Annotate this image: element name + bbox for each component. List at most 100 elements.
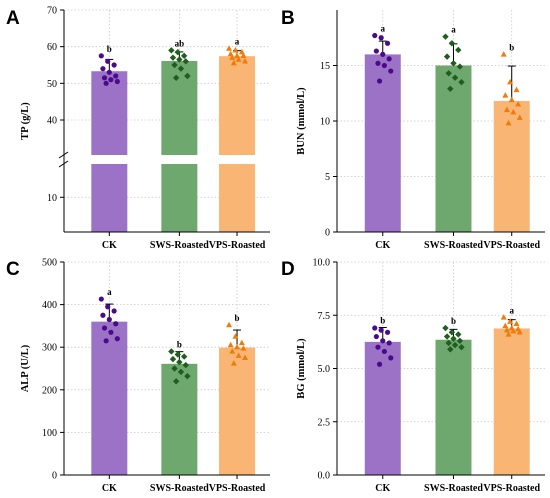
y-axis-title: BUN (mmol/L): [296, 87, 307, 155]
significance-label: b: [380, 315, 385, 325]
data-point: [375, 60, 381, 66]
data-point: [108, 329, 114, 335]
x-tick-label: SWS-Roasted: [150, 483, 209, 494]
data-point: [171, 365, 178, 372]
x-tick-label: CK: [102, 240, 117, 251]
data-point: [381, 62, 387, 69]
x-tick-label: VPS-Roasted: [483, 240, 540, 251]
significance-label: ab: [175, 38, 185, 48]
data-point: [242, 354, 249, 361]
x-tick-label: SWS-Roasted: [150, 240, 209, 251]
data-point: [176, 56, 183, 63]
data-point: [502, 92, 509, 98]
significance-label: a: [235, 37, 240, 47]
y-tick-label: 7.5: [318, 311, 331, 322]
panel-letter: B: [281, 8, 295, 29]
y-tick-label: 300: [42, 343, 57, 354]
data-point: [442, 324, 449, 332]
data-point: [456, 337, 464, 345]
data-point: [373, 333, 379, 340]
y-tick-label: 70: [47, 6, 57, 17]
data-point: [381, 348, 387, 355]
y-tick-label: 2.5: [318, 417, 331, 428]
significance-label: b: [177, 339, 182, 349]
significance-label: a: [451, 25, 456, 35]
data-point: [508, 96, 515, 103]
y-tick-label: 10.0: [313, 258, 331, 269]
data-point: [174, 48, 181, 56]
data-point: [240, 345, 247, 351]
x-tick-label: VPS-Roasted: [209, 240, 266, 251]
data-point: [443, 53, 451, 60]
y-tick-label: 5.0: [318, 364, 331, 375]
data-point: [226, 321, 233, 328]
y-tick-label: 0: [325, 228, 330, 239]
y-tick-label: 400: [42, 300, 57, 311]
data-point: [386, 56, 392, 62]
y-tick-label: 5: [325, 172, 330, 183]
data-point: [106, 69, 112, 75]
data-point: [226, 45, 233, 51]
data-point: [169, 54, 177, 61]
data-point: [378, 327, 384, 333]
y-tick-label: 10: [320, 117, 330, 128]
data-point: [500, 51, 507, 57]
data-point: [372, 325, 378, 331]
data-point: [448, 329, 456, 336]
data-point: [455, 331, 462, 338]
data-point: [376, 361, 383, 367]
data-point: [503, 326, 510, 333]
data-point: [451, 74, 459, 81]
panel-c: a b b 0 100 200 300 400 500 CK SWS-Roasted VPS-Roas…: [6, 258, 270, 494]
bar: [219, 347, 256, 475]
data-point: [103, 338, 109, 344]
significance-label: b: [107, 44, 112, 54]
bar: [91, 71, 128, 232]
data-point: [235, 352, 242, 358]
data-point: [505, 119, 512, 126]
data-point: [105, 304, 111, 310]
bar: [91, 321, 128, 475]
x-tick-label: CK: [102, 483, 117, 494]
data-point: [388, 68, 394, 74]
panel-a: b ab a 10 40 50 60 70 CK SWS-Roasted VPS-Roasted TP…: [6, 6, 270, 251]
y-tick-label: 500: [42, 258, 57, 269]
data-point: [168, 348, 175, 355]
x-tick-label: CK: [375, 483, 390, 494]
data-point: [445, 339, 452, 347]
x-tick-label: CK: [375, 240, 390, 251]
bar: [435, 65, 472, 232]
data-point: [106, 316, 112, 323]
data-point: [174, 351, 181, 358]
data-point: [503, 106, 510, 113]
y-tick-label: 40: [47, 116, 57, 127]
data-point: [513, 86, 520, 93]
bar: [364, 54, 401, 233]
panel-letter: A: [6, 8, 20, 29]
data-point: [177, 368, 185, 376]
data-point: [388, 355, 394, 361]
data-point: [182, 58, 189, 65]
data-point: [450, 335, 457, 342]
x-tick-label: SWS-Roasted: [424, 483, 483, 494]
data-point: [184, 372, 191, 380]
data-point: [376, 78, 383, 84]
data-point: [101, 325, 108, 331]
data-point: [230, 59, 237, 66]
data-point: [100, 66, 106, 72]
data-point: [386, 340, 392, 346]
data-point: [445, 70, 452, 77]
data-point: [507, 318, 514, 324]
bar: [219, 56, 256, 233]
data-point: [455, 46, 462, 54]
data-point: [113, 73, 119, 79]
data-point: [177, 65, 185, 72]
data-point: [114, 78, 120, 85]
data-point: [98, 296, 104, 302]
y-tick-label: 0: [52, 471, 57, 482]
data-point: [451, 341, 459, 349]
data-point: [442, 33, 449, 40]
data-point: [180, 52, 188, 60]
data-point: [515, 101, 522, 107]
